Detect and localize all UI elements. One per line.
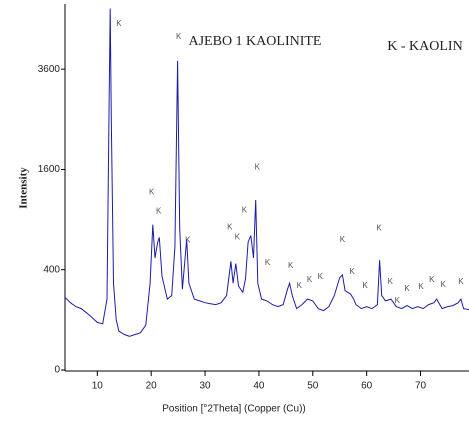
legend-note: K - KAOLIN (387, 39, 462, 54)
peak-label: K (242, 206, 248, 215)
y-tick-label: 0 (54, 365, 60, 376)
x-tick-label: 30 (199, 381, 211, 392)
peak-label: K (116, 19, 122, 28)
y-axis-label: Intensity (18, 167, 30, 209)
peak-label: K (255, 163, 261, 172)
peak-label: K (307, 275, 313, 284)
peak-label: K (362, 281, 368, 290)
x-tick-label: 10 (92, 381, 104, 392)
y-tick-label: 1600 (38, 164, 61, 175)
x-tick-label: 50 (307, 381, 319, 392)
x-tick-label: 60 (361, 381, 373, 392)
peak-label: K (388, 277, 394, 286)
x-tick-label: 40 (253, 381, 265, 392)
peak-label: K (418, 282, 424, 291)
peak-label: K (156, 207, 162, 216)
peak-label: K (149, 188, 155, 197)
y-tick-label: 400 (43, 264, 60, 275)
data-line (64, 8, 469, 337)
peak-label: K (349, 267, 355, 276)
peak-label: K (235, 233, 241, 242)
x-tick-label: 20 (146, 381, 158, 392)
y-tick-label: 3600 (38, 64, 61, 75)
peak-label: K (288, 261, 294, 270)
peak-label: K (176, 32, 182, 41)
peak-label: K (376, 224, 382, 233)
peak-label: K (458, 277, 464, 286)
peak-label: K (227, 223, 233, 232)
peak-label: K (297, 281, 303, 290)
peak-label: K (185, 236, 191, 245)
peak-label: K (395, 296, 401, 305)
peak-label: K (340, 235, 346, 244)
peak-label: K (265, 258, 271, 267)
peak-label: K (318, 272, 324, 281)
x-tick-label: 70 (415, 381, 427, 392)
peak-label: K (429, 275, 435, 284)
x-axis-label: Position [°2Theta] (Copper (Cu)) (162, 404, 306, 415)
peak-label: K (404, 284, 410, 293)
chart-title: AJEBO 1 KAOLINITE (189, 34, 322, 49)
peak-label: K (440, 280, 446, 289)
